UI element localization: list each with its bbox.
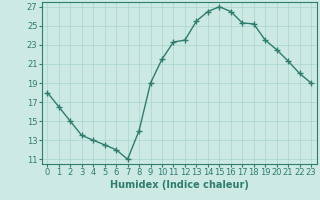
X-axis label: Humidex (Indice chaleur): Humidex (Indice chaleur): [110, 180, 249, 190]
